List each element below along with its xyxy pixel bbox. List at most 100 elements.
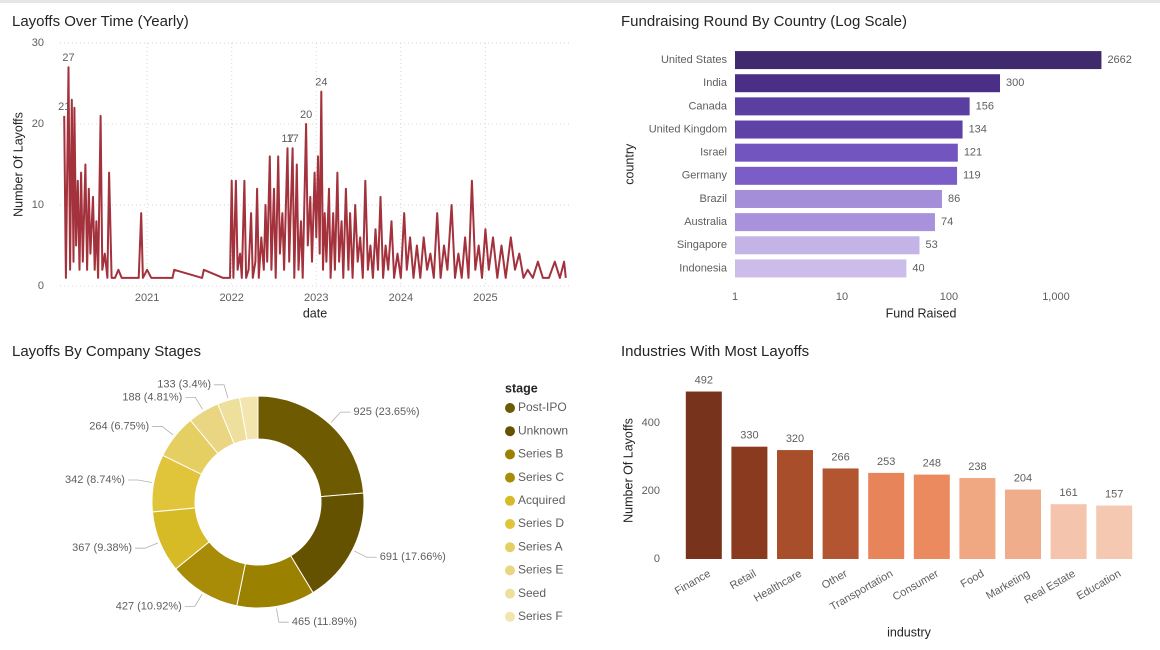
x-tick-label: Other: [820, 568, 850, 592]
legend-label: Series B: [518, 447, 563, 461]
legend-label: Seed: [518, 586, 546, 600]
x-tick-label: 10: [836, 291, 848, 303]
bar: [731, 446, 768, 559]
bar: [735, 97, 970, 116]
y-tick-label: Singapore: [677, 239, 727, 251]
leader-line: [135, 542, 159, 549]
data-label: 925 (23.65%): [354, 406, 420, 418]
y-tick-label: Australia: [684, 216, 728, 228]
data-label: 53: [925, 239, 937, 251]
data-label: 86: [948, 193, 960, 205]
data-label: 253: [877, 456, 895, 468]
y-axis-title: Number Of Layoffs: [11, 112, 25, 217]
bar: [959, 477, 996, 559]
pie-slice: [257, 395, 365, 498]
data-label: 17: [286, 133, 298, 145]
data-label: 204: [1014, 472, 1032, 484]
y-tick-label: Canada: [688, 100, 727, 112]
bar: [1096, 505, 1133, 559]
x-tick-label: 2024: [389, 292, 413, 304]
chart-title: Layoffs Over Time (Yearly): [12, 13, 189, 30]
y-tick-label: 0: [654, 553, 660, 565]
y-tick-label: United States: [661, 54, 728, 66]
x-tick-label: 2022: [219, 292, 243, 304]
y-axis-title: country: [622, 143, 636, 185]
bar: [1050, 504, 1087, 559]
x-tick-label: 100: [940, 291, 958, 303]
bar: [735, 236, 920, 255]
legend-label: Unknown: [518, 423, 568, 437]
pie-slice: [238, 395, 259, 441]
legend-swatch: [505, 449, 515, 460]
legend-swatch: [505, 565, 515, 576]
chart-title: Fundraising Round By Country (Log Scale): [621, 13, 907, 30]
bar: [735, 213, 935, 232]
legend-swatch: [505, 426, 515, 437]
bar: [822, 468, 859, 559]
x-axis-title: Fund Raised: [886, 306, 957, 320]
y-axis-title: Number Of Layoffs: [621, 418, 635, 523]
bar: [735, 74, 1001, 93]
bar: [868, 472, 905, 559]
legend-swatch: [505, 611, 515, 622]
line-series: [63, 66, 567, 279]
x-tick-label: 2025: [473, 292, 497, 304]
x-tick-label: 2023: [304, 292, 328, 304]
data-label: 320: [786, 433, 804, 445]
legend-swatch: [505, 495, 515, 506]
data-label: 134: [969, 123, 987, 135]
data-label: 248: [923, 457, 941, 469]
leader-line: [214, 384, 229, 399]
chart-title: Layoffs By Company Stages: [12, 343, 201, 360]
x-tick-label: Healthcare: [752, 568, 804, 605]
bar: [913, 474, 950, 559]
bar: [777, 450, 813, 559]
y-tick-label: 10: [32, 199, 44, 211]
x-tick-label: Education: [1075, 568, 1123, 603]
x-tick-label: Food: [959, 568, 987, 591]
legend-label: Series E: [518, 563, 563, 577]
data-label: 133 (3.4%): [157, 379, 211, 391]
data-label: 156: [976, 100, 994, 112]
bar: [735, 189, 942, 208]
x-tick-label: Finance: [673, 568, 713, 598]
y-tick-label: India: [703, 77, 728, 89]
data-label: 27: [62, 52, 74, 64]
legend-label: Series A: [518, 539, 563, 553]
data-label: 492: [695, 374, 713, 386]
y-tick-label: Indonesia: [679, 262, 728, 274]
legend-label: Acquired: [518, 493, 565, 507]
data-label: 21: [58, 101, 70, 113]
chart-title: Industries With Most Layoffs: [621, 343, 809, 360]
data-label: 20: [300, 109, 312, 121]
legend-swatch: [505, 588, 515, 599]
legend-title: stage: [505, 381, 538, 395]
leader-line: [330, 411, 351, 423]
y-tick-label: 20: [32, 118, 44, 130]
bar: [685, 391, 722, 559]
data-label: 238: [968, 461, 986, 473]
x-axis-title: date: [303, 306, 327, 320]
data-label: 300: [1006, 77, 1024, 89]
leader-line: [354, 550, 377, 558]
leader-line: [185, 396, 203, 410]
legend-swatch: [505, 519, 515, 529]
legend-swatch: [505, 403, 515, 413]
y-tick-label: Israel: [700, 147, 727, 159]
top-border: [0, 0, 1160, 3]
x-tick-label: Retail: [728, 568, 758, 592]
data-label: 427 (10.92%): [116, 600, 182, 612]
data-label: 157: [1105, 488, 1123, 500]
legend-label: Series C: [518, 470, 564, 484]
y-tick-label: Brazil: [699, 193, 727, 205]
data-label: 119: [963, 170, 981, 182]
x-tick-label: 2021: [135, 292, 159, 304]
data-label: 266: [831, 451, 849, 463]
bar: [735, 259, 907, 278]
x-tick-label: Real Estate: [1022, 568, 1077, 607]
y-tick-label: 30: [32, 37, 44, 49]
bar: [735, 51, 1102, 70]
data-label: 691 (17.66%): [380, 551, 446, 563]
data-label: 17: [281, 133, 293, 145]
